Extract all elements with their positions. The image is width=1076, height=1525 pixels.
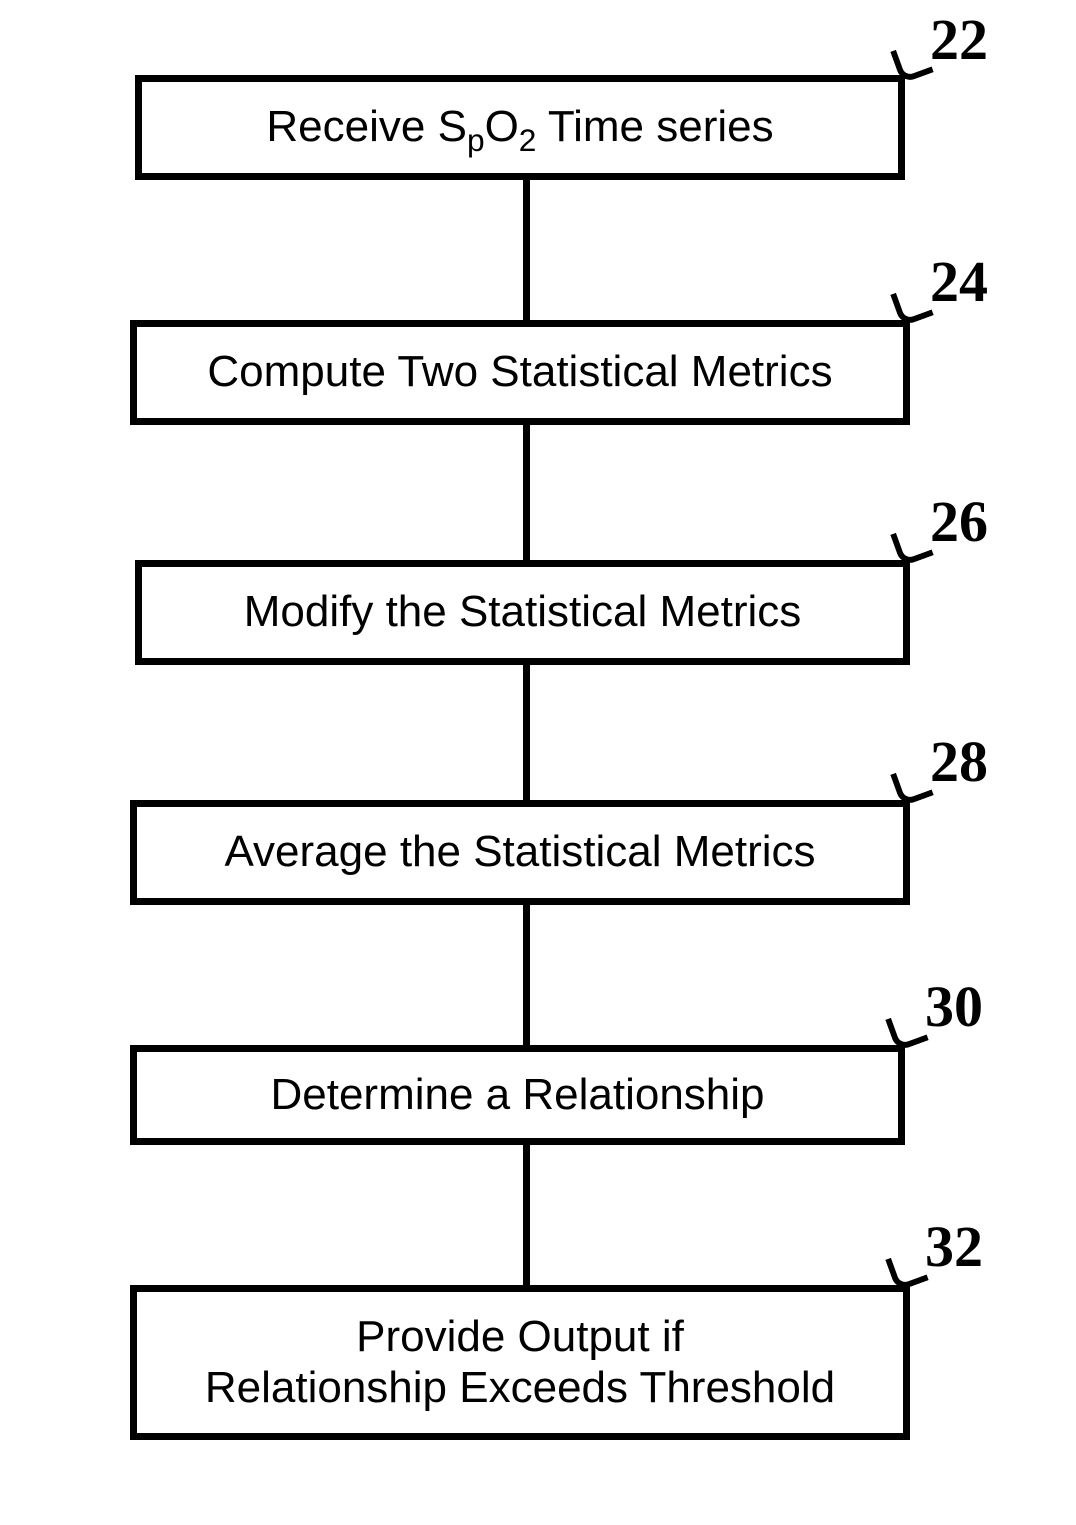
connector-26-28 [523,665,530,800]
flow-node-26: Modify the Statistical Metrics [135,560,910,665]
ref-label-22: 22 [930,6,988,73]
flow-node-32-label: Provide Output ifRelationship Exceeds Th… [195,1312,845,1413]
ref-label-24: 24 [930,248,988,315]
flow-node-24: Compute Two Statistical Metrics [130,320,910,425]
flow-node-24-label: Compute Two Statistical Metrics [197,347,842,398]
flow-node-22-label: Receive SpO2 Time series [256,102,783,153]
flow-node-26-label: Modify the Statistical Metrics [234,587,812,638]
flow-node-30-label: Determine a Relationship [260,1070,774,1121]
connector-24-26 [523,425,530,560]
flow-node-28-label: Average the Statistical Metrics [215,827,826,878]
connector-28-30 [523,905,530,1045]
flow-node-32: Provide Output ifRelationship Exceeds Th… [130,1285,910,1440]
ref-label-28: 28 [930,728,988,795]
ref-label-30: 30 [925,973,983,1040]
flow-node-30: Determine a Relationship [130,1045,905,1145]
flow-node-22: Receive SpO2 Time series [135,75,905,180]
ref-label-32: 32 [925,1213,983,1280]
connector-22-24 [523,180,530,320]
flowchart-canvas: Receive SpO2 Time series 22 Compute Two … [0,0,1076,1525]
ref-label-26: 26 [930,488,988,555]
flow-node-28: Average the Statistical Metrics [130,800,910,905]
connector-30-32 [523,1145,530,1285]
